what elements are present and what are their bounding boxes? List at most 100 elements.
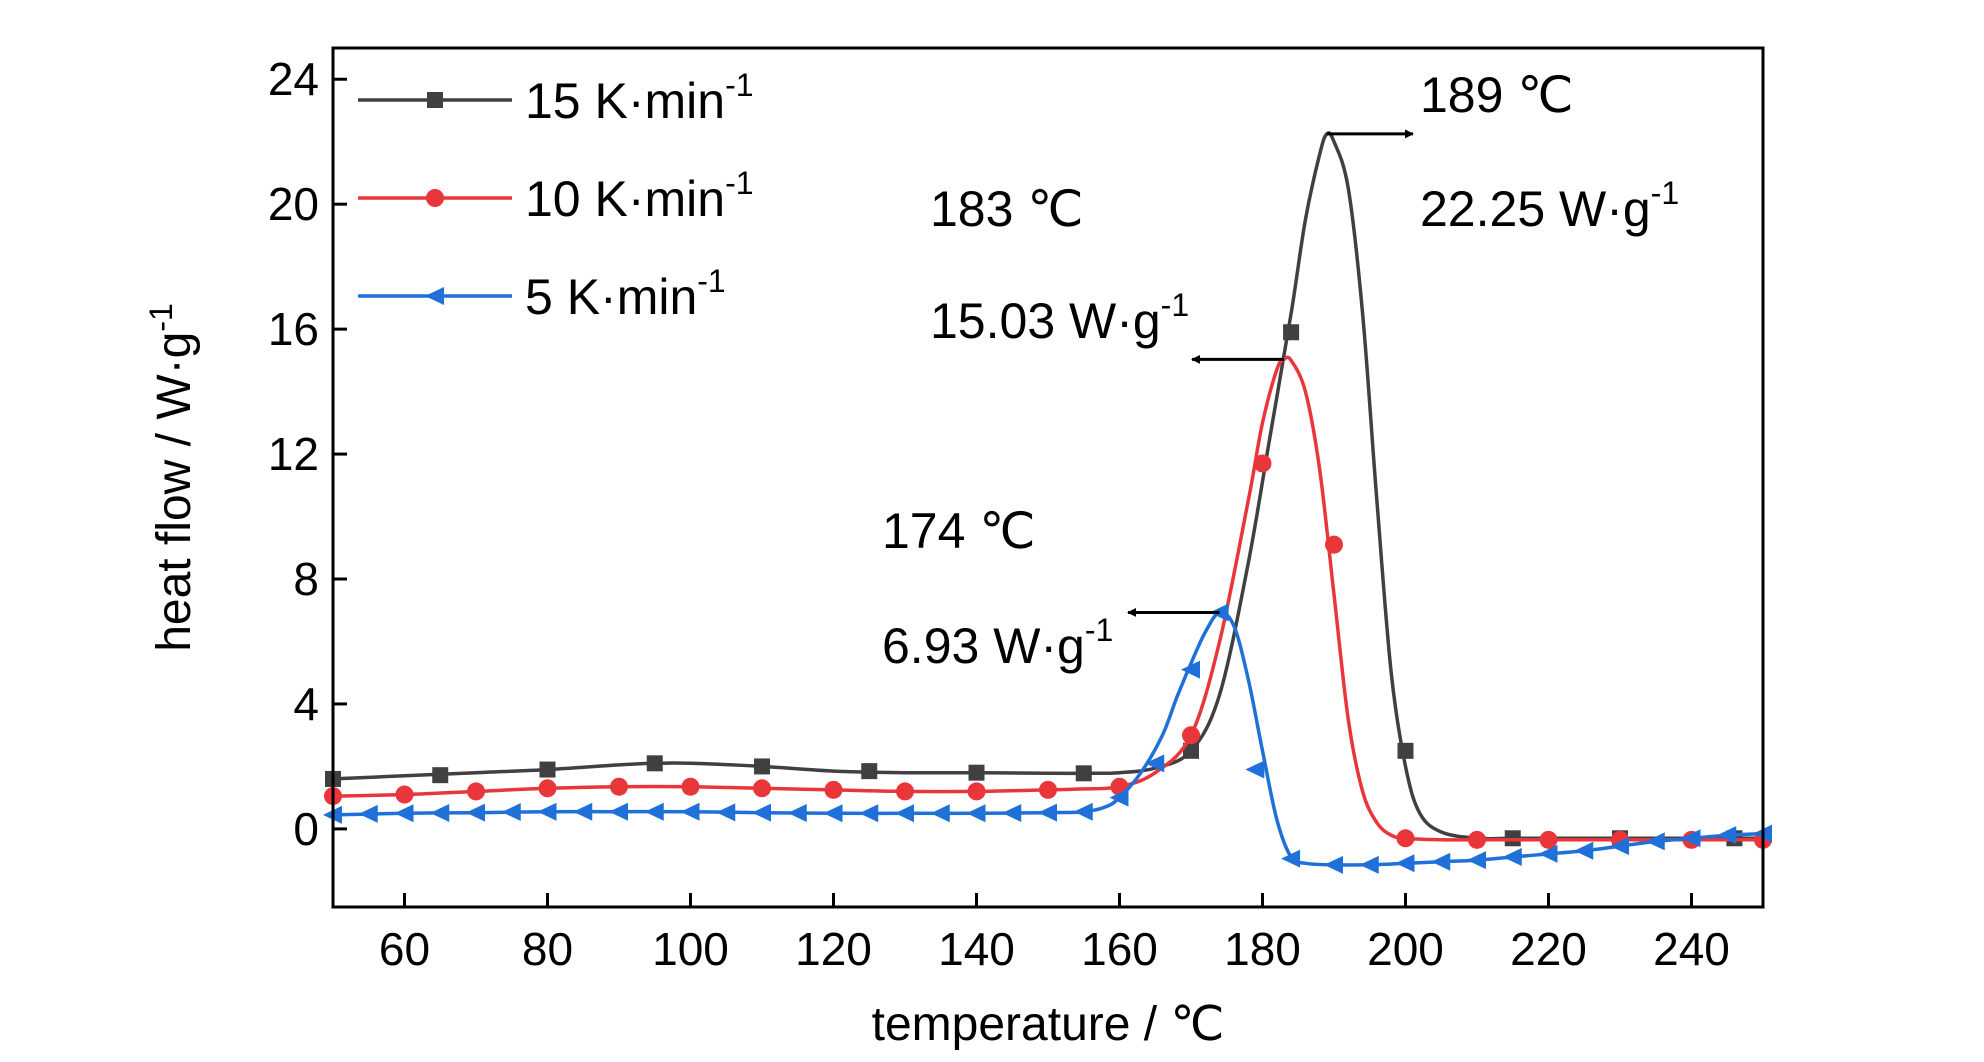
legend-label: 5 K·min-1 [525,263,726,325]
data-point [1681,829,1701,848]
data-point [861,763,878,780]
data-point [395,785,414,804]
data-point [681,777,700,796]
legend-item: 5 K·min-1 [358,263,726,325]
y-tick-label: 4 [293,678,319,730]
peak-annotation: 189 ℃ 22.25 W·g-1 [1326,67,1679,237]
series-2 [324,355,1772,849]
legend-label-sup: -1 [697,263,725,299]
data-point [968,764,985,781]
legend-label-sup: -1 [725,67,753,103]
data-point [1539,830,1558,849]
data-point [1396,829,1415,848]
data-point [753,779,771,798]
data-point [1073,802,1093,821]
x-axis-title: temperature / ℃ [872,998,1225,1051]
legend-item: 15 K·min-1 [358,67,754,129]
x-tick-label: 200 [1367,923,1444,975]
series-1 [325,131,1763,847]
legend-marker [425,287,444,305]
data-point [467,782,485,801]
data-point [573,802,593,821]
peak-value-sup: -1 [1651,175,1679,211]
data-point [430,803,450,822]
data-point [1325,535,1343,554]
peak-value-text: 22.25 W·g [1420,181,1651,237]
y-tick-label: 12 [268,428,319,480]
x-tick-label: 100 [652,923,729,975]
legend-label: 10 K·min-1 [525,165,754,227]
data-point [966,804,986,823]
ticks-layer: 60 80 100 120 140 160 180 200 220 240 0 4 8 12 16 20 24 [268,53,1730,975]
series-layer [323,131,1772,874]
data-point [1075,765,1092,782]
y-tick-label: 16 [268,303,319,355]
data-point [1502,848,1522,867]
legend-label-text: 5 K·min [525,269,697,325]
data-point [1182,726,1200,745]
legend-label-sup: -1 [725,165,753,201]
y-tick-label: 24 [268,53,319,105]
peak-value-text: 6.93 W·g [882,618,1085,674]
x-tick-label: 120 [795,923,872,975]
legend-label: 15 K·min-1 [525,67,754,129]
x-tick-label: 220 [1510,923,1587,975]
peak-value-sup: -1 [1161,287,1189,323]
peak-value-label: 22.25 W·g-1 [1420,175,1679,237]
data-point [680,802,700,821]
peak-value-label: 15.03 W·g-1 [930,287,1189,349]
peak-value-label: 6.93 W·g-1 [882,612,1113,674]
data-point [859,804,879,823]
data-point [1468,830,1486,849]
legend: 15 K·min-110 K·min-15 K·min-1 [358,67,754,325]
peak-value-text: 15.03 W·g [930,293,1161,349]
peak-value-sup: -1 [1085,612,1113,648]
data-point [644,802,664,821]
data-point [1359,855,1379,874]
y-tick-label: 0 [293,803,319,855]
data-point [1253,454,1272,473]
data-point [752,803,771,822]
peak-temperature-label: 183 ℃ [930,181,1083,237]
data-point [1183,742,1199,759]
data-point [358,804,378,823]
x-tick-label: 80 [522,923,573,975]
data-point [394,804,414,823]
plot-area: 60 80 100 120 140 160 180 200 220 240 0 4 8 12 16 20 24 [268,46,1772,975]
peak-annotation: 174 ℃ 6.93 W·g-1 [882,503,1220,674]
y-tick-label: 20 [268,178,319,230]
data-point [754,758,770,775]
data-point [1181,660,1200,679]
data-point [466,803,485,822]
data-point [1717,826,1737,845]
data-point [1574,841,1594,860]
data-point [1039,780,1057,799]
x-tick-label: 180 [1224,923,1301,975]
x-tick-label: 140 [938,923,1015,975]
data-point [824,780,843,799]
data-point [716,803,736,822]
legend-marker [427,92,443,108]
y-axis-title-text: heat flow / W·g [148,332,201,652]
data-point [1324,855,1343,874]
x-tick-label: 240 [1653,923,1730,975]
data-point [501,803,521,822]
data-point [537,802,557,821]
x-tick-label: 160 [1081,923,1158,975]
data-point [432,767,449,784]
data-point [538,779,557,798]
peak-temperature-label: 174 ℃ [882,503,1035,559]
data-point [1109,788,1129,807]
legend-label-text: 15 K·min [525,73,725,129]
data-point [1038,803,1057,822]
peak-temperature-label: 189 ℃ [1420,67,1573,123]
series-3 [323,603,1772,874]
legend-marker [426,189,444,207]
legend-item: 10 K·min-1 [358,165,754,227]
data-point [1645,832,1665,851]
data-point [1397,742,1414,759]
data-point [1467,851,1486,870]
data-point [1283,324,1300,341]
data-point [1245,760,1265,779]
